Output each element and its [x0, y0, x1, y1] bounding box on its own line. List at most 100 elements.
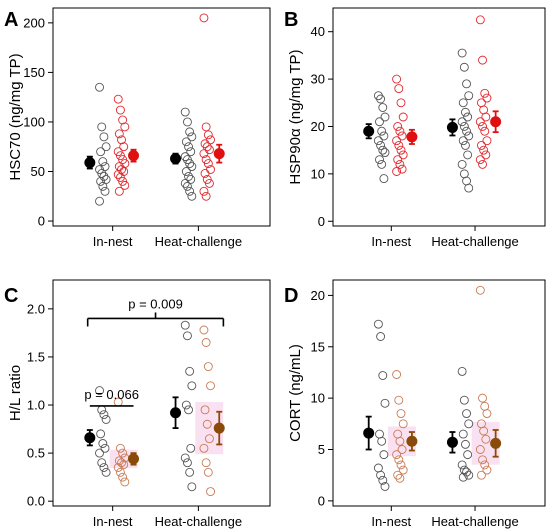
data-point	[457, 117, 467, 127]
x-tick-label: In-nest	[93, 234, 133, 249]
data-point	[182, 181, 192, 191]
data-point	[101, 142, 111, 152]
data-point	[458, 136, 468, 146]
x-tick-label: In-nest	[371, 514, 411, 529]
panel-a: A 0 50 100 150 200 In-nest Heat-challenge HSC70 …	[4, 7, 271, 249]
data-point	[478, 393, 487, 403]
data-point	[463, 112, 473, 122]
data-point	[181, 137, 191, 147]
data-point	[206, 381, 215, 391]
data-point	[117, 135, 126, 145]
data-point	[181, 167, 191, 176]
mean-point	[128, 150, 140, 162]
data-point	[200, 169, 210, 178]
y-tick-label: 5	[318, 442, 325, 457]
plot-frame	[332, 279, 546, 507]
y-tick-label: 15	[311, 339, 325, 354]
data-point	[396, 460, 406, 470]
data-point	[380, 482, 390, 491]
y-tick-label: 10	[311, 166, 325, 181]
data-point	[199, 13, 209, 23]
data-point	[462, 409, 471, 418]
data-point	[187, 482, 197, 492]
data-point	[398, 150, 408, 160]
data-point	[182, 458, 192, 468]
mean-point	[406, 131, 418, 143]
data-point	[464, 183, 474, 193]
data-point	[481, 434, 491, 444]
data-point	[463, 450, 473, 460]
data-point	[392, 136, 402, 146]
data-point	[457, 366, 467, 376]
p-value-label: p = 0.009	[128, 296, 183, 311]
data-point	[181, 400, 191, 410]
panel-letter: B	[284, 9, 298, 31]
data-point	[182, 117, 192, 127]
data-point	[378, 145, 388, 155]
data-point	[478, 159, 487, 169]
data-point	[480, 126, 490, 136]
y-tick-label: 10	[311, 391, 325, 406]
mean-point	[446, 121, 458, 133]
data-point	[464, 91, 474, 101]
y-tick-label: 0.0	[27, 494, 45, 509]
y-tick-label: 1.5	[27, 349, 45, 364]
y-tick-label: 200	[23, 15, 45, 30]
data-point	[186, 443, 196, 453]
data-point	[186, 147, 196, 157]
data-point	[95, 448, 104, 458]
data-point	[380, 148, 390, 157]
data-point	[204, 434, 214, 444]
data-point	[398, 465, 408, 475]
data-point	[482, 409, 492, 418]
data-point	[476, 470, 486, 480]
data-point	[373, 319, 383, 329]
data-point	[376, 94, 386, 104]
y-tick-label: 20	[311, 119, 325, 134]
y-tick-label: 100	[23, 114, 45, 129]
data-point	[475, 285, 485, 295]
y-tick-label: 30	[311, 72, 325, 87]
data-point	[464, 419, 474, 429]
data-point	[113, 170, 123, 179]
data-point	[378, 475, 388, 485]
y-tick-label: 0	[38, 214, 45, 229]
data-point	[480, 460, 490, 470]
data-point	[395, 436, 405, 446]
data-point	[97, 458, 107, 468]
data-point	[187, 162, 197, 171]
panel-b: B 0 10 20 30 40 In-nest Heat-challenge HSP90α (n…	[284, 7, 546, 249]
data-point	[201, 458, 211, 468]
data-point	[200, 405, 210, 415]
mean-point	[490, 437, 502, 449]
data-point	[180, 178, 190, 188]
data-point	[187, 191, 197, 201]
data-point	[463, 150, 473, 160]
data-point	[397, 445, 407, 454]
data-point	[184, 142, 193, 152]
data-point	[199, 325, 209, 335]
y-tick-label: 40	[311, 24, 325, 39]
data-point	[98, 181, 108, 191]
data-point	[95, 196, 104, 206]
data-point	[376, 140, 386, 150]
data-point	[375, 117, 384, 127]
data-point	[185, 186, 195, 196]
data-point	[458, 98, 468, 108]
data-point	[120, 477, 130, 487]
data-point	[185, 467, 195, 477]
data-point	[201, 122, 211, 132]
mean-point	[363, 125, 375, 137]
data-point	[458, 429, 468, 439]
data-point	[96, 147, 106, 157]
data-point	[458, 472, 468, 482]
data-point	[117, 458, 126, 468]
data-point	[464, 131, 474, 141]
data-point	[180, 107, 190, 117]
mean-point	[406, 435, 418, 447]
data-point	[185, 159, 195, 169]
data-point	[482, 465, 492, 475]
data-point	[475, 117, 485, 127]
data-point	[95, 82, 104, 92]
